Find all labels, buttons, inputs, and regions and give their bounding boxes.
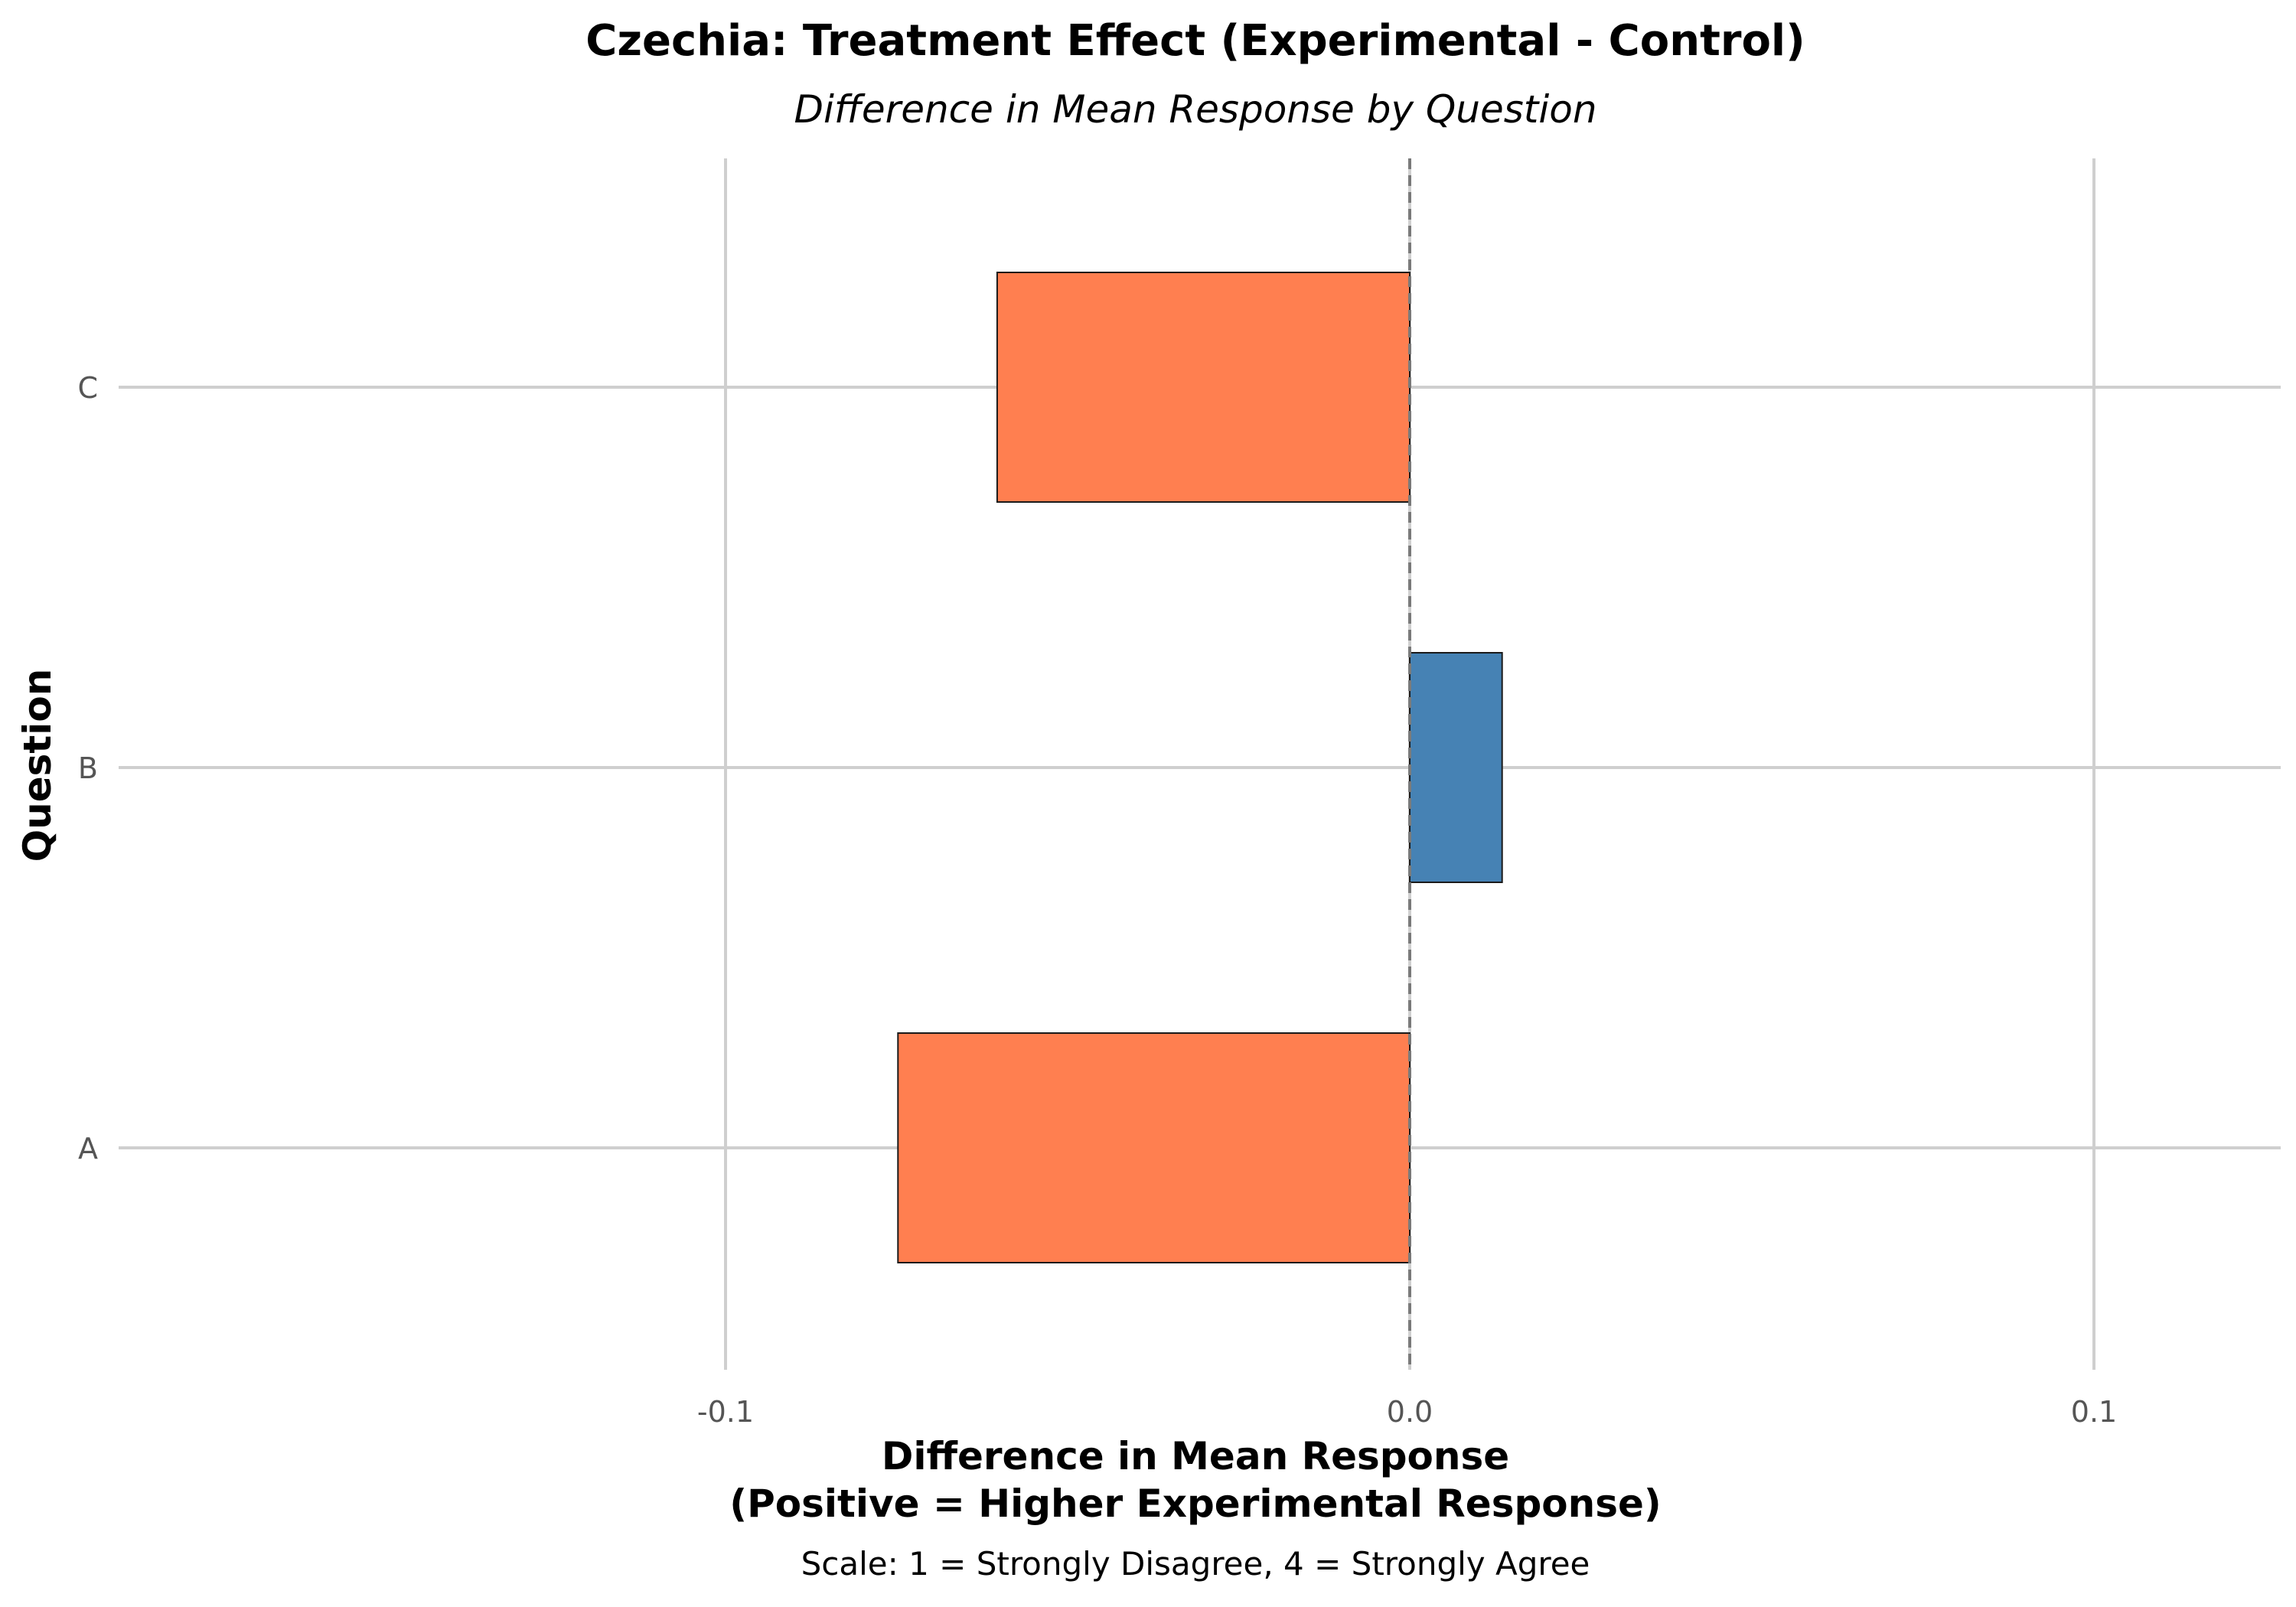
x-axis-ticks: -0.1 0.0 0.1 bbox=[697, 1395, 2117, 1429]
x-axis-title-line2: (Positive = Higher Experimental Response… bbox=[729, 1482, 1661, 1526]
chart-subtitle: Difference in Mean Response by Question bbox=[794, 87, 1596, 132]
y-axis-title: Question bbox=[15, 669, 60, 862]
x-tick-label: 0.0 bbox=[1387, 1395, 1433, 1429]
bar-a bbox=[897, 1032, 1411, 1263]
chart-caption: Scale: 1 = Strongly Disagree, 4 = Strong… bbox=[801, 1545, 1590, 1583]
bar-c bbox=[996, 272, 1411, 503]
y-tick-label: A bbox=[78, 1132, 98, 1165]
bar-b bbox=[1409, 652, 1503, 883]
y-tick-label: B bbox=[78, 751, 98, 785]
bars bbox=[897, 272, 1503, 1263]
y-axis-ticks: A B C bbox=[77, 371, 98, 1165]
chart-title: Czechia: Treatment Effect (Experimental … bbox=[585, 16, 1805, 66]
x-axis-title: Difference in Mean Response bbox=[882, 1434, 1509, 1478]
x-tick-label: -0.1 bbox=[697, 1395, 754, 1429]
y-tick-label: C bbox=[77, 371, 98, 405]
x-tick-label: 0.1 bbox=[2071, 1395, 2117, 1429]
